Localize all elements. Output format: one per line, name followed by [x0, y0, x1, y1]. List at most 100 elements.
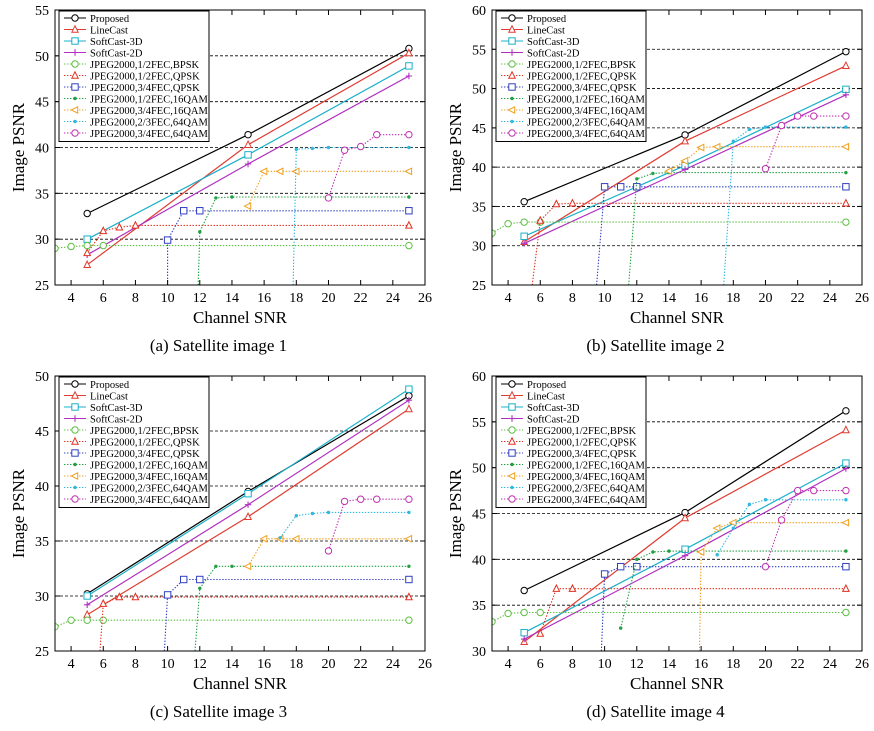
y-tick-label: 50 — [35, 50, 49, 65]
series-line — [163, 578, 409, 651]
axis-ticks-c: 4 6 8 10 12 14 16 18 20 22 24 26 25 30 35 40 45 50 — [35, 370, 432, 672]
data-point — [633, 183, 641, 191]
data-point — [278, 536, 282, 540]
legend-label: SoftCast-2D — [90, 414, 143, 425]
data-point — [404, 167, 413, 176]
data-point — [616, 183, 625, 191]
series-line — [292, 146, 409, 285]
legend-marker — [508, 380, 516, 388]
plot-frame-c — [54, 375, 426, 652]
data-point — [244, 160, 252, 168]
data-point — [810, 112, 818, 120]
series-line — [55, 245, 409, 249]
data-point — [731, 139, 736, 143]
data-point — [841, 60, 850, 69]
data-point — [747, 502, 752, 507]
data-point — [664, 167, 673, 176]
data-point — [763, 125, 768, 129]
chart-b: 4 6 8 10 12 14 16 18 20 22 24 26 25 30 35 40 45 50 55 60 Cha… — [446, 4, 869, 327]
data-point — [67, 242, 75, 251]
legend-marker — [71, 37, 79, 45]
data-point — [651, 550, 655, 554]
legend-label: JPEG2000,1/2FEC,BPSK — [90, 426, 200, 437]
data-point — [842, 562, 850, 571]
chart-caption-d: (d) Satellite image 4 — [586, 702, 725, 721]
y-tick-label: 30 — [472, 645, 486, 660]
x-tick-label: 22 — [354, 657, 368, 672]
data-point — [841, 518, 850, 527]
data-point — [842, 47, 850, 56]
data-point — [214, 196, 218, 200]
data-point — [520, 586, 528, 595]
series-group-b — [492, 47, 850, 285]
x-tick-label: 26 — [418, 657, 432, 672]
legend-marker — [71, 415, 79, 422]
data-point — [842, 112, 850, 120]
data-point — [747, 127, 752, 132]
legend-marker — [71, 380, 79, 388]
x-tick-label: 4 — [505, 291, 512, 306]
data-point — [844, 170, 848, 175]
legend-marker — [510, 96, 514, 101]
x-tick-label: 26 — [418, 291, 432, 306]
data-point — [810, 486, 818, 495]
x-tick-label: 6 — [100, 657, 107, 672]
data-point — [407, 145, 411, 150]
y-tick-label: 35 — [472, 200, 486, 215]
legend-marker — [71, 449, 79, 457]
data-point — [715, 553, 719, 557]
data-point — [310, 146, 315, 151]
data-point — [536, 215, 545, 224]
axis-ticks-b: 4 6 8 10 12 14 16 18 20 22 24 26 25 30 35 40 45 50 55 60 — [472, 4, 869, 306]
data-point — [294, 147, 299, 152]
legend-label: JPEG2000,3/4FEC,64QAM — [90, 495, 209, 506]
legend-marker — [70, 390, 80, 399]
data-point — [259, 167, 268, 176]
series-line — [99, 596, 409, 651]
data-point — [340, 146, 349, 154]
legend-label: JPEG2000,1/2FEC,QPSK — [527, 71, 637, 82]
y-axis-label: Image PSNR — [9, 102, 28, 192]
legend-label: JPEG2000,1/2FEC,BPSK — [527, 426, 637, 437]
x-tick-label: 12 — [630, 291, 644, 306]
data-point — [404, 534, 413, 543]
legend-marker — [71, 495, 79, 503]
legend-marker — [73, 462, 77, 467]
data-point — [405, 130, 413, 139]
data-point — [83, 601, 91, 608]
data-point — [294, 514, 299, 518]
data-point — [405, 72, 413, 80]
legend-label: JPEG2000,1/2FEC,QPSK — [527, 437, 637, 448]
legend-marker — [508, 83, 516, 91]
x-tick-label: 10 — [598, 291, 612, 306]
legend-label: SoftCast-3D — [527, 403, 580, 414]
data-point — [842, 459, 850, 467]
legend-marker — [70, 24, 80, 33]
x-tick-label: 6 — [100, 291, 107, 306]
y-axis-label: Image PSNR — [446, 102, 465, 192]
legend-marker — [71, 14, 79, 22]
data-point — [763, 498, 768, 502]
data-point — [793, 486, 802, 495]
x-tick-label: 24 — [386, 291, 400, 306]
x-tick-label: 20 — [321, 291, 335, 306]
legend-marker — [508, 129, 516, 137]
legend-marker — [71, 60, 79, 68]
legend-marker — [507, 70, 517, 79]
y-tick-label: 30 — [472, 240, 486, 255]
data-point — [793, 112, 802, 120]
legend-label: JPEG2000,2/3FEC,64QAM — [527, 117, 646, 128]
data-point — [407, 564, 411, 568]
series-line — [596, 186, 846, 285]
y-tick-label: 55 — [472, 43, 486, 58]
data-point — [651, 171, 655, 176]
legend-label: JPEG2000,3/4FEC,64QAM — [90, 129, 209, 140]
legend-label: JPEG2000,1/2FEC,BPSK — [527, 60, 637, 71]
data-point — [520, 198, 528, 206]
data-point — [633, 562, 641, 571]
legend-label: LineCast — [90, 25, 128, 36]
legend-label: LineCast — [527, 391, 565, 402]
data-point — [844, 125, 848, 129]
data-point — [667, 549, 671, 553]
data-point — [244, 139, 253, 148]
